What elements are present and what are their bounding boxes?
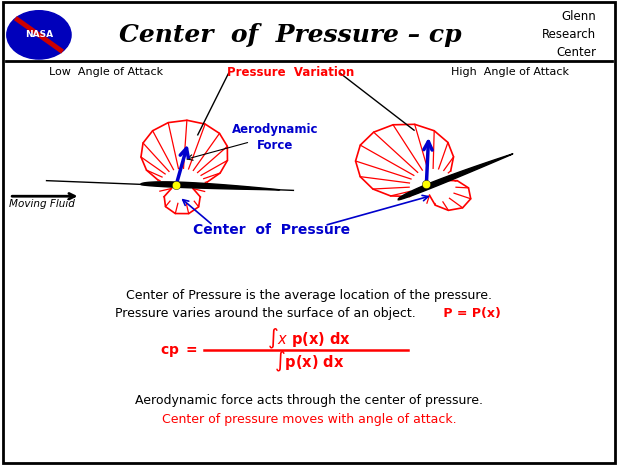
Text: Low  Angle of Attack: Low Angle of Attack xyxy=(49,67,164,77)
Text: NASA: NASA xyxy=(25,30,53,40)
Text: Aerodynamic force acts through the center of pressure.: Aerodynamic force acts through the cente… xyxy=(135,394,483,407)
Text: Center of pressure moves with angle of attack.: Center of pressure moves with angle of a… xyxy=(162,413,456,426)
Polygon shape xyxy=(398,154,513,200)
Text: Center  of  Pressure: Center of Pressure xyxy=(193,223,350,237)
Text: $\int x\ \mathbf{p(x)\ dx}$: $\int x\ \mathbf{p(x)\ dx}$ xyxy=(267,327,351,352)
Text: $\int \mathbf{p(x)\ dx}$: $\int \mathbf{p(x)\ dx}$ xyxy=(274,350,344,374)
Text: P = P(x): P = P(x) xyxy=(439,307,501,320)
Circle shape xyxy=(7,11,71,59)
Text: Aerodynamic
Force: Aerodynamic Force xyxy=(232,123,318,152)
Text: $\mathbf{cp\ =}$: $\mathbf{cp\ =}$ xyxy=(160,344,198,359)
Text: Glenn
Research
Center: Glenn Research Center xyxy=(542,10,596,60)
Polygon shape xyxy=(141,182,279,190)
Text: High  Angle of Attack: High Angle of Attack xyxy=(451,67,569,77)
Text: Center  of  Pressure – cp: Center of Pressure – cp xyxy=(119,23,462,47)
Text: Pressure varies around the surface of an object.: Pressure varies around the surface of an… xyxy=(116,307,416,320)
Text: Pressure  Variation: Pressure Variation xyxy=(227,66,354,79)
Text: Moving Fluid: Moving Fluid xyxy=(9,199,75,209)
Text: Center of Pressure is the average location of the pressure.: Center of Pressure is the average locati… xyxy=(126,289,492,302)
